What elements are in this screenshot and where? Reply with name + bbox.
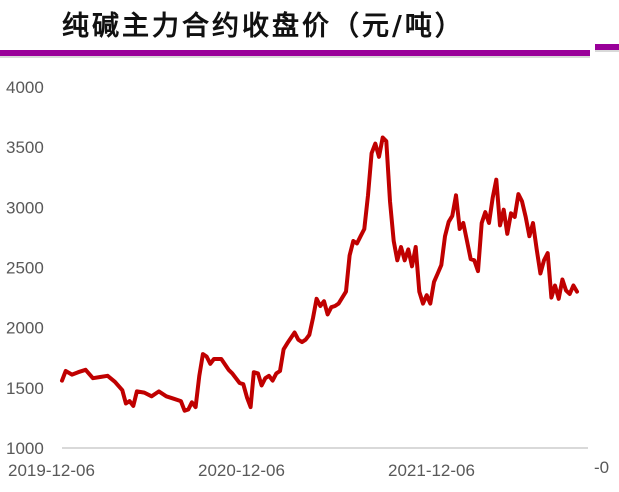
y-tick-label: 1000 xyxy=(6,439,44,458)
x-tick-label: 2019-12-06 xyxy=(8,461,95,480)
x-tick-label: 2020-12-06 xyxy=(198,461,285,480)
title-underline-tab xyxy=(595,44,619,50)
y-tick-label: 1500 xyxy=(6,379,44,398)
y-tick-label: 2500 xyxy=(6,259,44,278)
y-tick-label: 2000 xyxy=(6,319,44,338)
title-underline xyxy=(0,50,590,56)
x-tick-label: 2021-12-06 xyxy=(388,461,475,480)
x-tick-label: -0 xyxy=(594,458,609,477)
title-underline-tab-shadow xyxy=(595,50,619,52)
x-axis: 2019-12-06 2020-12-06 2021-12-06 -0 xyxy=(8,458,609,480)
chart-title: 纯碱主力合约收盘价（元/吨） xyxy=(62,11,465,42)
y-tick-label: 3500 xyxy=(6,138,44,157)
y-axis: 4000 3500 3000 2500 2000 1500 1000 xyxy=(6,78,44,458)
title-underline-shadow xyxy=(0,56,590,58)
y-tick-label: 4000 xyxy=(6,78,44,97)
price-line xyxy=(60,135,579,413)
y-tick-label: 3000 xyxy=(6,198,44,217)
